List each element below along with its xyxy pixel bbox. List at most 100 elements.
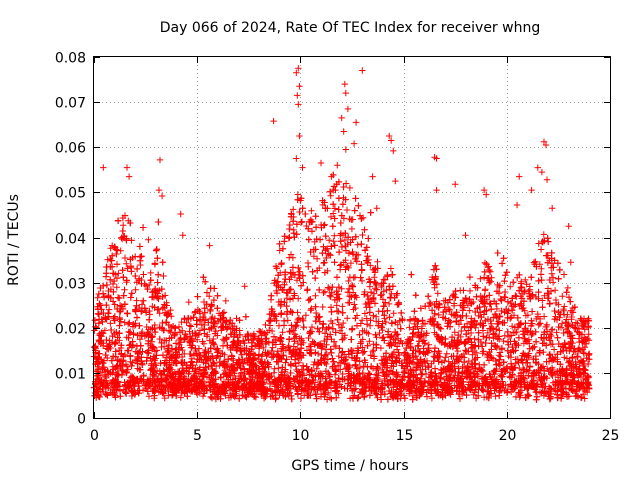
data-point: [363, 315, 370, 322]
data-point: [442, 354, 449, 361]
data-point: [269, 344, 276, 351]
data-point: [512, 292, 519, 299]
data-point: [346, 273, 354, 281]
data-point: [338, 285, 345, 292]
data-point: [97, 302, 104, 309]
data-point: [393, 354, 400, 361]
data-point: [539, 297, 546, 304]
data-point: [183, 319, 190, 326]
data-point: [241, 339, 248, 347]
data-point: [328, 395, 335, 402]
data-point: [223, 318, 230, 326]
data-point: [113, 284, 120, 291]
data-point: [346, 184, 354, 192]
data-point: [319, 303, 326, 311]
data-point: [480, 361, 488, 369]
data-point: [538, 265, 545, 272]
data-point: [187, 323, 195, 330]
data-point: [385, 300, 393, 308]
data-point: [487, 278, 495, 285]
data-point: [143, 323, 150, 331]
data-point: [107, 320, 114, 327]
data-point: [335, 206, 342, 213]
data-point: [206, 293, 213, 300]
data-point: [326, 394, 334, 401]
data-point: [227, 394, 235, 401]
data-point: [269, 338, 276, 346]
data-point: [120, 386, 127, 393]
data-point: [342, 257, 349, 264]
data-point: [540, 231, 547, 238]
data-point: [581, 395, 588, 402]
data-point: [349, 236, 356, 243]
data-point: [569, 354, 576, 361]
data-point: [389, 394, 397, 402]
data-point: [130, 331, 137, 338]
data-point: [573, 353, 581, 360]
data-point: [303, 287, 311, 294]
data-point: [383, 286, 390, 294]
data-point: [490, 314, 497, 321]
data-point: [515, 389, 522, 396]
data-point: [466, 307, 473, 314]
data-point: [564, 284, 571, 292]
data-point: [369, 348, 376, 355]
data-point: [283, 295, 291, 302]
data-point: [302, 312, 310, 319]
data-point: [481, 287, 489, 294]
data-point: [220, 309, 228, 316]
data-point: [548, 270, 555, 277]
data-point: [305, 334, 312, 342]
data-point: [321, 259, 328, 266]
data-point: [501, 332, 508, 339]
data-point: [372, 331, 379, 338]
data-point: [560, 305, 567, 313]
data-point: [333, 302, 340, 309]
data-point: [475, 392, 482, 399]
data-point: [154, 279, 161, 286]
data-point: [334, 316, 341, 323]
data-point: [167, 328, 174, 336]
data-point: [138, 301, 146, 308]
data-point: [561, 354, 568, 361]
data-point: [285, 235, 292, 242]
data-point: [393, 373, 401, 380]
data-point: [330, 238, 337, 245]
data-point: [474, 373, 482, 380]
data-point: [144, 388, 151, 395]
data-point: [151, 392, 158, 399]
data-point: [159, 259, 166, 266]
data-point: [345, 277, 352, 285]
data-point: [359, 344, 366, 351]
data-point: [318, 351, 325, 359]
data-point: [366, 338, 373, 345]
data-point: [314, 360, 322, 368]
data-point: [530, 259, 538, 266]
data-point: [496, 327, 503, 334]
data-point: [497, 353, 504, 360]
data-point: [321, 288, 329, 295]
data-point: [312, 309, 320, 317]
data-point: [548, 249, 555, 257]
data-point: [484, 329, 491, 337]
data-point: [348, 216, 355, 223]
data-point: [356, 212, 364, 219]
data-points: [90, 65, 593, 403]
data-point: [302, 385, 309, 393]
data-point: [500, 337, 507, 345]
data-point: [365, 383, 373, 391]
data-point: [326, 237, 333, 244]
data-point: [342, 180, 350, 187]
data-point: [374, 394, 381, 401]
data-point: [113, 274, 121, 282]
data-point: [574, 353, 581, 361]
data-point: [508, 323, 516, 330]
data-point: [206, 337, 213, 344]
data-point: [549, 326, 556, 333]
data-point: [464, 302, 472, 309]
data-point: [450, 300, 458, 307]
data-point: [394, 290, 401, 297]
data-point: [581, 326, 588, 333]
data-point: [535, 240, 542, 247]
data-point: [222, 297, 229, 305]
